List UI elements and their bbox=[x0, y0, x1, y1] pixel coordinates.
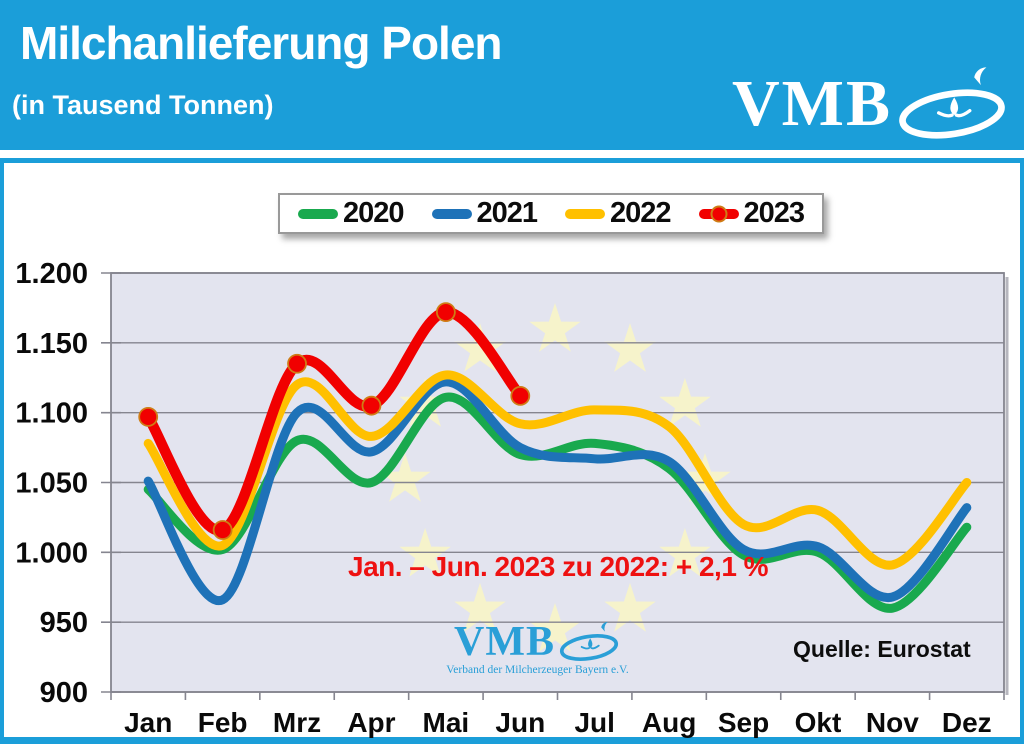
data-marker-2023 bbox=[361, 395, 382, 416]
legend-label-2023: 2023 bbox=[743, 197, 806, 229]
legend-label-2021: 2021 bbox=[476, 197, 539, 229]
plot-border bbox=[110, 272, 1005, 693]
eu-star-icon bbox=[399, 378, 451, 427]
eu-star-icon bbox=[604, 323, 656, 372]
eu-star-icon bbox=[529, 303, 581, 352]
data-marker-2023 bbox=[138, 406, 159, 427]
y-tick-label: 1.150 bbox=[15, 328, 88, 360]
x-tick-label: Okt bbox=[795, 707, 842, 738]
legend-item-2021: 2021 bbox=[431, 197, 539, 230]
vmb-watermark-text: VMB bbox=[454, 619, 555, 665]
x-tick-label: Jan bbox=[124, 707, 172, 738]
data-marker-2023 bbox=[510, 386, 531, 406]
eu-star-icon bbox=[604, 582, 656, 632]
legend-item-2023: 2023 bbox=[698, 197, 806, 230]
vmb-watermark-swoosh-icon bbox=[557, 620, 621, 664]
x-tick-label: Nov bbox=[866, 707, 919, 738]
vmb-watermark-caption: Verband der Milcherzeuger Bayern e.V. bbox=[446, 664, 629, 676]
x-tick-label: Dez bbox=[942, 707, 992, 738]
vmb-logo: VMB bbox=[732, 64, 1010, 144]
legend-item-2020: 2020 bbox=[298, 197, 405, 230]
y-tick-label: 1.050 bbox=[15, 468, 88, 500]
eu-star-icon bbox=[659, 378, 711, 427]
x-tick-label: Mai bbox=[423, 707, 470, 738]
legend-label-2020: 2020 bbox=[343, 197, 405, 229]
eu-star-icon bbox=[379, 453, 431, 502]
vmb-logo-text: VMB bbox=[732, 67, 892, 140]
x-tick-label: Jul bbox=[574, 707, 614, 738]
y-tick-label: 1.200 bbox=[15, 258, 88, 290]
legend-swatch-2023 bbox=[698, 205, 739, 222]
legend-swatch-2021 bbox=[431, 208, 472, 219]
eu-star-icon bbox=[454, 582, 506, 632]
y-tick-label: 1.100 bbox=[15, 398, 88, 430]
x-tick-label: Feb bbox=[198, 707, 248, 738]
eu-star-icon bbox=[454, 323, 506, 372]
y-tick-label: 900 bbox=[40, 677, 88, 709]
x-tick-label: Aug bbox=[642, 707, 696, 738]
header-banner: Milchanlieferung Polen (in Tausend Tonne… bbox=[0, 0, 1024, 150]
page-subtitle: (in Tausend Tonnen) bbox=[12, 90, 274, 120]
x-tick-label: Apr bbox=[347, 707, 395, 738]
legend-label-2022: 2022 bbox=[610, 197, 672, 229]
eu-star-icon bbox=[529, 603, 581, 652]
series-line-2022 bbox=[143, 370, 972, 570]
legend-swatch-2020 bbox=[298, 208, 338, 219]
y-tick-label: 950 bbox=[40, 607, 88, 639]
data-marker-2023 bbox=[435, 302, 456, 323]
data-marker-2023 bbox=[212, 520, 233, 540]
comparison-annotation: Jan. – Jun. 2023 zu 2022: + 2,1 % bbox=[348, 551, 769, 582]
source-label: Quelle: Eurostat bbox=[793, 636, 971, 662]
series-line-2021 bbox=[143, 377, 972, 605]
x-tick-label: Jun bbox=[495, 707, 545, 738]
legend-item-2022: 2022 bbox=[565, 197, 672, 230]
x-tick-label: Mrz bbox=[273, 707, 321, 738]
page-title: Milchanlieferung Polen bbox=[20, 17, 503, 69]
y-tick-label: 1.000 bbox=[15, 537, 88, 569]
vmb-watermark: VMB Verband der Milcherzeuger Bayern e.V… bbox=[430, 620, 645, 676]
x-tick-label: Sep bbox=[718, 707, 769, 738]
chart-legend: 2020 2021 2022 2023 bbox=[278, 193, 825, 234]
legend-marker-dot bbox=[710, 205, 728, 222]
legend-swatch-2022 bbox=[565, 208, 606, 219]
data-marker-2023 bbox=[287, 353, 307, 374]
